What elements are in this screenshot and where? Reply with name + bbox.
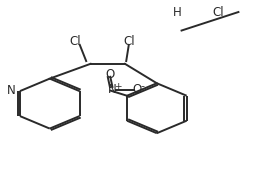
Text: Cl: Cl (69, 35, 81, 48)
Text: Cl: Cl (123, 35, 135, 48)
Text: N: N (108, 83, 117, 96)
Text: N: N (7, 84, 15, 97)
Text: O: O (132, 83, 141, 96)
Text: O: O (105, 68, 114, 80)
Text: Cl: Cl (211, 6, 223, 18)
Text: +: + (114, 82, 121, 90)
Text: H: H (172, 6, 181, 18)
Text: -: - (140, 81, 144, 91)
